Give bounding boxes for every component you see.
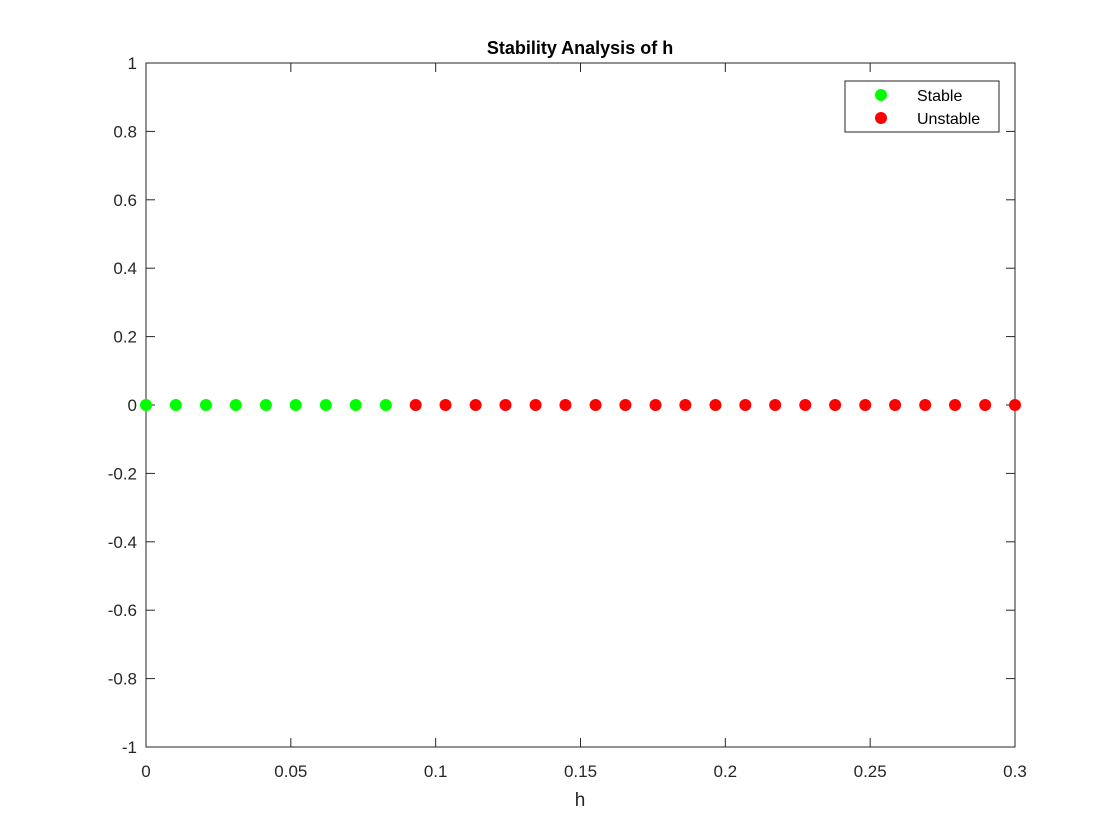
unstable-point xyxy=(739,399,752,411)
stable-point xyxy=(199,399,212,411)
y-tick-label: 0.6 xyxy=(113,191,137,210)
unstable-point xyxy=(589,399,602,411)
y-tick-label: 0.2 xyxy=(113,328,137,347)
unstable-point xyxy=(919,399,932,411)
stable-point xyxy=(349,399,362,411)
y-tick-label: 1 xyxy=(128,54,137,73)
x-tick-label: 0.2 xyxy=(714,762,738,781)
x-axis-label: h xyxy=(575,790,586,811)
y-tick-label: 0.8 xyxy=(113,122,137,141)
y-tick-label: 0.4 xyxy=(113,259,137,278)
legend-box xyxy=(844,80,1000,133)
y-tick-label: -0.6 xyxy=(108,601,137,620)
y-tick-label: -0.4 xyxy=(108,533,137,552)
unstable-point xyxy=(679,399,692,411)
x-tick-labels: 0 0.05 0.1 0.15 0.2 0.25 0.3 xyxy=(141,762,1027,781)
unstable-point xyxy=(619,399,632,411)
y-tick-label: -1 xyxy=(122,738,137,757)
chart-title: Stability Analysis of h xyxy=(487,38,673,58)
legend-marker-unstable xyxy=(875,112,887,124)
legend: Stable Unstable xyxy=(844,80,1000,133)
stable-point xyxy=(169,399,182,411)
unstable-point xyxy=(649,399,662,411)
legend-label-stable: Stable xyxy=(917,88,962,105)
x-tick-label: 0.15 xyxy=(564,762,597,781)
stable-point xyxy=(229,399,242,411)
legend-marker-stable xyxy=(875,89,887,101)
data-points xyxy=(140,399,1021,411)
stable-point xyxy=(379,399,392,411)
unstable-point xyxy=(1009,399,1021,411)
x-tick-label: 0.3 xyxy=(1003,762,1027,781)
x-tick-label: 0.1 xyxy=(424,762,448,781)
axis-ticks xyxy=(145,62,1016,748)
unstable-point xyxy=(829,399,842,411)
unstable-point xyxy=(409,399,422,411)
y-tick-label: -0.2 xyxy=(108,464,137,483)
unstable-point xyxy=(889,399,902,411)
stable-point xyxy=(259,399,272,411)
stable-point xyxy=(319,399,332,411)
stable-point xyxy=(289,399,302,411)
x-tick-label: 0.25 xyxy=(854,762,887,781)
unstable-point xyxy=(979,399,992,411)
unstable-point xyxy=(439,399,452,411)
unstable-point xyxy=(859,399,872,411)
unstable-point xyxy=(949,399,962,411)
x-tick-label: 0 xyxy=(141,762,150,781)
unstable-point xyxy=(709,399,722,411)
plot-area xyxy=(145,62,1016,748)
unstable-point xyxy=(499,399,512,411)
y-tick-labels: -1 -0.8 -0.6 -0.4 -0.2 0 0.2 0.4 0.6 0.8 1 xyxy=(108,54,137,757)
x-tick-label: 0.05 xyxy=(274,762,307,781)
unstable-point xyxy=(529,399,542,411)
y-tick-label: -0.8 xyxy=(108,670,137,689)
unstable-point xyxy=(559,399,572,411)
unstable-point xyxy=(799,399,812,411)
legend-label-unstable: Unstable xyxy=(917,111,980,128)
y-tick-label: 0 xyxy=(128,396,137,415)
unstable-point xyxy=(469,399,482,411)
unstable-point xyxy=(769,399,782,411)
stable-point xyxy=(140,399,152,411)
